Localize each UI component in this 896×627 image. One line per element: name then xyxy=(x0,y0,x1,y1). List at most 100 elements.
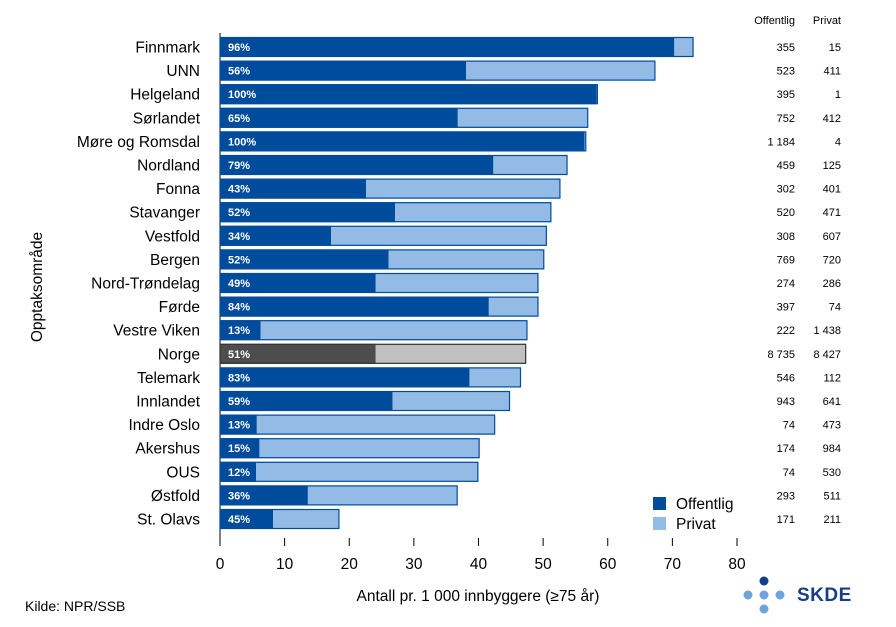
count-offentlig: 397 xyxy=(777,302,795,314)
bar-outline xyxy=(219,178,561,199)
column-header-offentlig: Offentlig xyxy=(754,15,795,27)
x-tick-label: 30 xyxy=(405,556,423,573)
count-offentlig: 355 xyxy=(777,42,795,54)
bar-outline xyxy=(219,367,522,388)
category-label: Østfold xyxy=(151,488,200,505)
category-label: Stavanger xyxy=(129,205,200,222)
bar-outline xyxy=(219,249,545,270)
bar-offentlig xyxy=(220,155,494,175)
bar-outline xyxy=(219,508,340,530)
count-offentlig: 171 xyxy=(777,514,795,526)
bar-privat xyxy=(331,225,547,246)
bar-offentlig xyxy=(220,60,467,81)
bar-outline xyxy=(219,131,587,152)
percent-label: 65% xyxy=(228,113,250,125)
bar-outline xyxy=(219,154,568,176)
column-header-privat: Privat xyxy=(813,15,841,27)
bar-offentlig xyxy=(220,107,458,128)
percent-label: 96% xyxy=(228,42,250,54)
logo-dot xyxy=(775,590,785,600)
bar-offentlig xyxy=(220,225,332,246)
bar-offentlig xyxy=(220,391,393,411)
count-privat: 286 xyxy=(823,278,841,290)
percent-label: 52% xyxy=(228,254,250,266)
bar-outline xyxy=(219,225,547,246)
count-offentlig: 523 xyxy=(777,66,795,78)
percent-label: 13% xyxy=(228,420,250,432)
percent-label: 15% xyxy=(228,443,250,455)
percent-label: 51% xyxy=(228,349,250,361)
count-privat: 412 xyxy=(823,113,841,125)
bar-outline xyxy=(219,202,552,223)
category-label: Helgeland xyxy=(130,87,200,104)
count-privat: 720 xyxy=(823,254,841,266)
count-privat: 74 xyxy=(829,302,841,314)
skde-logo-icon xyxy=(743,576,785,614)
percent-label: 56% xyxy=(228,66,250,78)
bar-privat xyxy=(259,438,480,459)
bar-outline xyxy=(219,60,656,81)
percent-label: 36% xyxy=(228,490,250,502)
count-privat: 473 xyxy=(823,420,841,432)
bar-offentlig xyxy=(220,414,257,435)
bar-privat xyxy=(256,414,495,435)
percent-label: 100% xyxy=(228,136,256,148)
category-label: Førde xyxy=(159,299,200,316)
legend-swatch-privat xyxy=(653,517,666,530)
percent-label: 12% xyxy=(228,467,250,479)
bar-outline xyxy=(219,107,589,128)
category-label: Norge xyxy=(158,346,200,363)
bar-offentlig xyxy=(220,37,675,57)
count-offentlig: 274 xyxy=(777,278,795,290)
x-tick-label: 20 xyxy=(341,556,359,573)
bar-privat xyxy=(466,60,655,81)
bar-offentlig xyxy=(220,202,396,223)
logo-dot xyxy=(743,590,753,600)
bar-privat xyxy=(674,37,694,57)
count-privat: 607 xyxy=(823,231,841,243)
x-tick-label: 60 xyxy=(599,556,617,573)
percent-label: 34% xyxy=(228,231,250,243)
legend-label-privat: Privat xyxy=(676,516,716,533)
bar-offentlig xyxy=(220,273,376,293)
count-privat: 401 xyxy=(823,184,841,196)
legend-label-offentlig: Offentlig xyxy=(676,496,733,513)
count-offentlig: 308 xyxy=(777,231,795,243)
source-note: Kilde: NPR/SSB xyxy=(25,598,126,614)
bar-offentlig xyxy=(220,461,257,482)
count-offentlig: 943 xyxy=(777,396,795,408)
x-tick-label: 40 xyxy=(470,556,488,573)
bar-outline xyxy=(219,36,694,58)
x-tick-label: 80 xyxy=(728,556,746,573)
category-label: Akershus xyxy=(135,441,200,458)
count-offentlig: 546 xyxy=(777,372,795,384)
category-label: Indre Oslo xyxy=(128,417,200,434)
count-privat: 211 xyxy=(823,514,841,526)
percent-label: 13% xyxy=(228,325,250,337)
percent-label: 79% xyxy=(228,160,250,172)
y-axis-label: Opptaksområde xyxy=(29,232,46,342)
bar-offentlig xyxy=(220,249,389,270)
bar-privat xyxy=(256,461,478,482)
category-label: Sørlandet xyxy=(133,110,201,127)
count-privat: 8 427 xyxy=(813,349,841,361)
bar-privat xyxy=(469,367,521,388)
bar-offentlig xyxy=(220,485,308,506)
count-offentlig: 395 xyxy=(777,89,795,101)
bar-privat xyxy=(395,202,551,223)
percent-label: 100% xyxy=(228,89,256,101)
bar-privat xyxy=(375,273,538,293)
count-offentlig: 174 xyxy=(777,443,795,455)
count-privat: 641 xyxy=(823,396,841,408)
category-label: UNN xyxy=(166,63,200,80)
bar-privat xyxy=(272,509,339,529)
count-privat: 112 xyxy=(823,372,841,384)
bar-offentlig xyxy=(220,438,260,459)
bar-offentlig xyxy=(220,509,273,529)
logo-text: SKDE xyxy=(797,585,852,606)
count-privat: 125 xyxy=(823,160,841,172)
count-privat: 984 xyxy=(823,443,841,455)
bar-offentlig xyxy=(220,343,376,364)
count-offentlig: 459 xyxy=(777,160,795,172)
bar-offentlig xyxy=(220,131,585,152)
